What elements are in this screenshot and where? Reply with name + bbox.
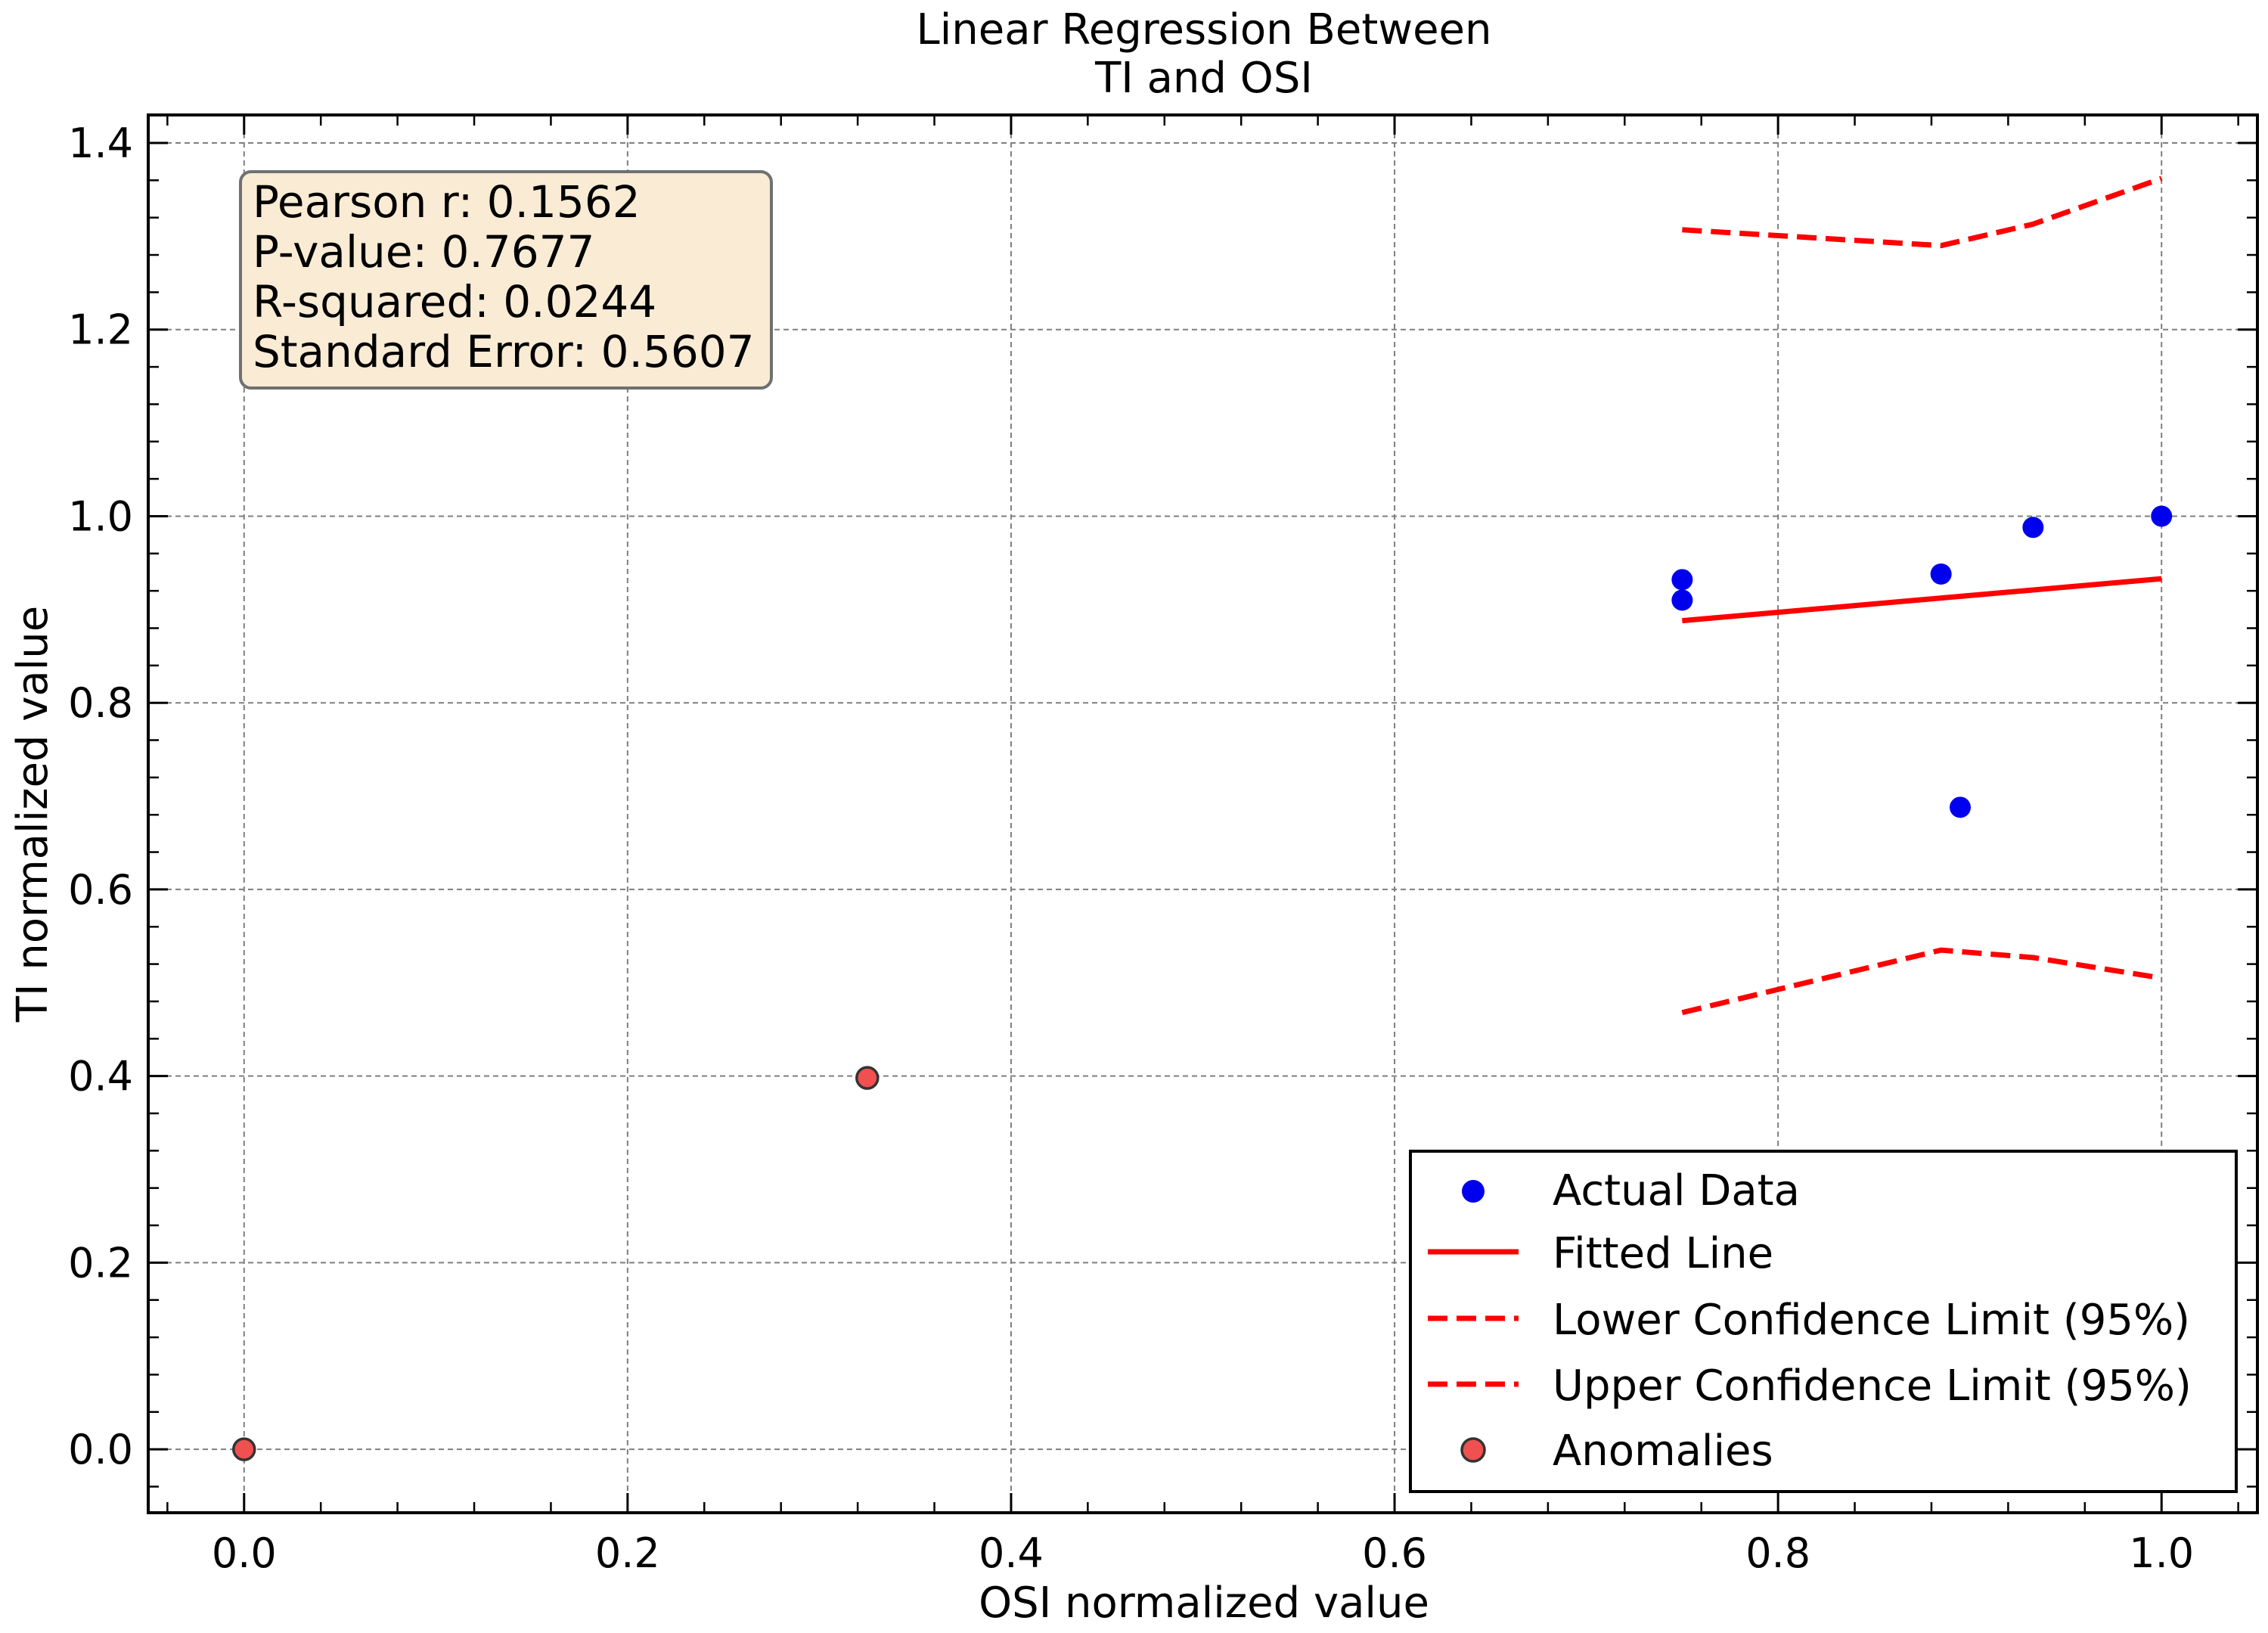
- x-tick-labels: 0.0 0.2 0.4 0.6 0.8 1.0: [212, 1529, 2194, 1577]
- series-layer: [232, 175, 2173, 1461]
- legend-frame: [1409, 1150, 2238, 1493]
- point-actual-data: [1671, 569, 1693, 591]
- series-upper-confidence-limit-95: [1682, 175, 2163, 249]
- point-actual-data: [1930, 563, 1952, 585]
- tick-marks: [148, 115, 2257, 1513]
- y-tick-label: 0.8: [68, 679, 133, 727]
- legend-label-anomalies: Anomalies: [1553, 1427, 1773, 1476]
- y-tick-label: 1.0: [68, 492, 133, 540]
- stats-p-value: P-value: 0.7677: [253, 226, 594, 278]
- stats-pearson-r: Pearson r: 0.1562: [253, 176, 641, 228]
- legend-label-lower-ci: Lower Confidence Limit (95%): [1553, 1296, 2190, 1345]
- stats-standard-error: Standard Error: 0.5607: [253, 326, 755, 377]
- point-actual-data: [2022, 517, 2044, 539]
- chart-title-line-1: Linear Regression Between: [917, 5, 1492, 54]
- stats-box-background: [239, 170, 773, 390]
- series-lower-confidence-limit-95: [1681, 947, 2162, 1016]
- grid: [148, 115, 2257, 1513]
- y-tick-label: 0.0: [68, 1426, 133, 1473]
- y-tick-label: 1.4: [68, 120, 133, 167]
- point-actual-data: [2151, 505, 2173, 527]
- chart-title-line-2: TI and OSI: [1094, 54, 1313, 103]
- y-axis-label: TI normalized value: [8, 606, 57, 1023]
- x-tick-label: 0.8: [1745, 1529, 1810, 1577]
- point-anomalies: [232, 1437, 256, 1461]
- plot-frame: [147, 113, 2259, 1514]
- x-tick-label: 0.0: [212, 1529, 277, 1577]
- y-tick-labels: 0.0 0.2 0.4 0.6 0.8 1.0 1.2 1.4: [68, 120, 133, 1473]
- point-actual-data: [1950, 796, 1972, 818]
- point-anomalies: [855, 1066, 880, 1090]
- x-tick-label: 0.4: [979, 1529, 1044, 1577]
- legend-label-upper-ci: Upper Confidence Limit (95%): [1553, 1361, 2192, 1411]
- y-tick-label: 0.6: [68, 866, 133, 914]
- stats-box: Pearson r: 0.1562 P-value: 0.7677 R-squa…: [239, 170, 773, 390]
- y-tick-label: 0.4: [68, 1053, 133, 1101]
- legend-label-fitted-line: Fitted Line: [1553, 1229, 1773, 1278]
- series-fitted-line: [1682, 576, 2162, 624]
- x-tick-label: 0.6: [1362, 1529, 1427, 1577]
- legend-marker-anomalies: [1460, 1437, 1486, 1463]
- x-tick-label: 1.0: [2129, 1529, 2194, 1577]
- stats-r-squared: R-squared: 0.0244: [253, 276, 656, 328]
- y-tick-label: 1.2: [68, 306, 133, 354]
- x-axis-label: OSI normalized value: [979, 1579, 1429, 1628]
- legend: Actual Data Fitted Line Lower Confidence…: [1409, 1150, 2238, 1493]
- legend-marker-actual-data: [1462, 1180, 1485, 1203]
- point-actual-data: [1671, 589, 1693, 611]
- x-tick-label: 0.2: [595, 1529, 660, 1577]
- legend-label-actual-data: Actual Data: [1553, 1166, 1800, 1215]
- y-tick-label: 0.2: [68, 1239, 133, 1287]
